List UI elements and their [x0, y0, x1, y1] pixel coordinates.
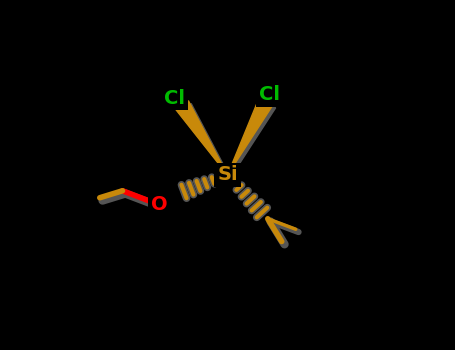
Text: Cl: Cl — [259, 85, 280, 104]
Text: Cl: Cl — [165, 89, 186, 107]
Polygon shape — [228, 98, 273, 175]
Polygon shape — [178, 104, 230, 178]
Polygon shape — [230, 101, 276, 178]
Text: Si: Si — [217, 166, 238, 184]
Text: O: O — [151, 195, 167, 214]
Polygon shape — [176, 101, 228, 175]
